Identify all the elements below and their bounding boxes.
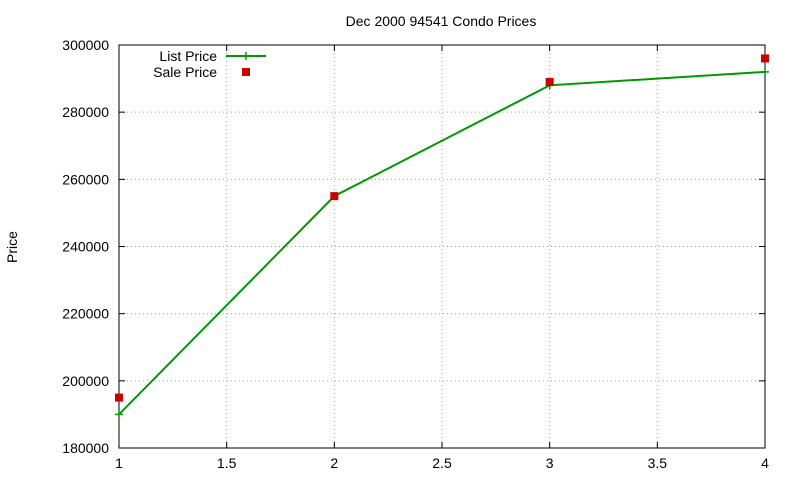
legend-label-sale-price: Sale Price: [153, 64, 217, 80]
y-tick-label: 240000: [62, 239, 109, 255]
y-tick-label: 180000: [62, 440, 109, 456]
list-price-point: [761, 67, 769, 76]
y-tick-label: 260000: [62, 171, 109, 187]
sale-price-point: [115, 393, 123, 402]
y-tick-label: 220000: [62, 306, 109, 322]
grid: [119, 45, 765, 448]
sale-price-point: [545, 77, 554, 86]
sale-price-point: [761, 54, 769, 63]
legend-label-list-price: List Price: [159, 48, 217, 64]
series-layer: [115, 54, 769, 419]
x-tick-label: 2.5: [432, 455, 452, 471]
y-tick-label: 300000: [62, 37, 109, 53]
list-price-point: [115, 410, 123, 419]
y-tick-label: 200000: [62, 373, 109, 389]
y-tick-label: 280000: [62, 104, 109, 120]
x-tick-label: 1.5: [217, 455, 237, 471]
x-tick-label: 3.5: [648, 455, 668, 471]
legend-swatch-sale-price: [242, 68, 250, 76]
x-tick-label: 1: [115, 455, 123, 471]
x-tick-label: 2: [330, 455, 338, 471]
x-tick-label: 3: [546, 455, 554, 471]
axis-ticks: 1 1.5 2 2.5 3 3.5 4 180000 200000 220000 240000 260…: [62, 37, 769, 471]
sale-price-point: [330, 192, 339, 201]
y-axis-label: Price: [4, 231, 20, 263]
chart-title: Dec 2000 94541 Condo Prices: [346, 13, 537, 29]
x-tick-label: 4: [761, 455, 769, 471]
series-line-list-price: [118, 70, 766, 416]
